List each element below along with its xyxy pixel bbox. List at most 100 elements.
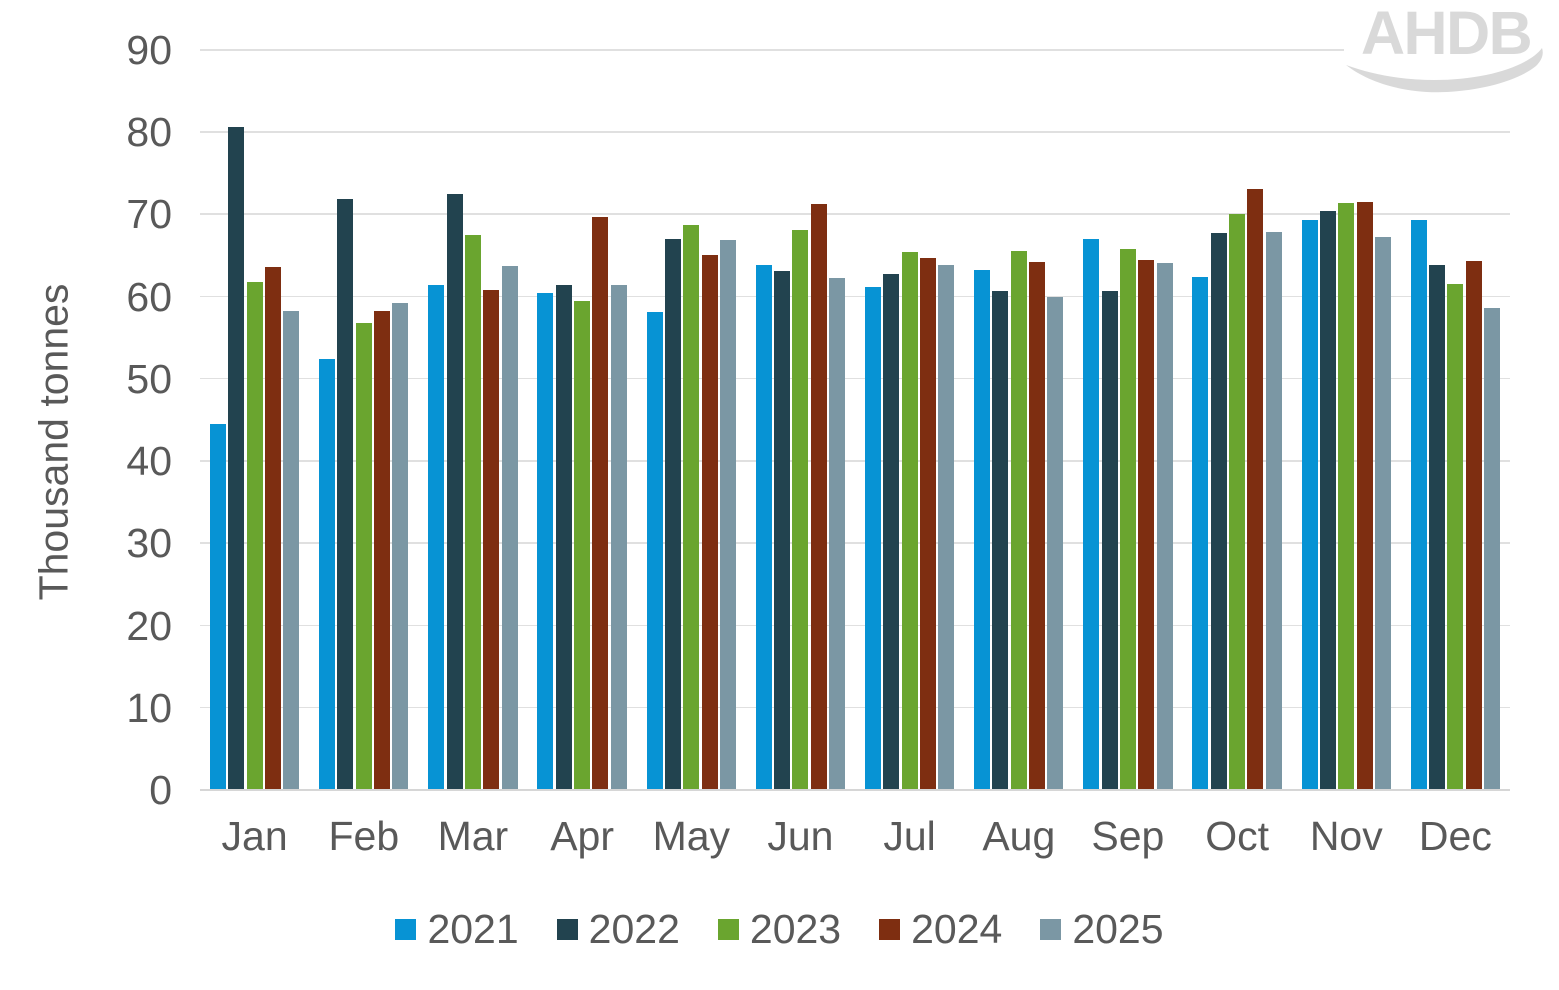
y-tick-label-70: 70	[126, 191, 172, 238]
bar-2021-Jun	[755, 265, 772, 790]
bar-2023-May	[683, 225, 700, 790]
bar-2024-Aug	[1029, 262, 1046, 790]
y-tick-label-60: 60	[126, 273, 172, 320]
y-tick-label-20: 20	[126, 602, 172, 649]
y-gridline-20	[200, 624, 1510, 627]
legend-label-2021: 2021	[427, 906, 519, 952]
bar-2021-Jul	[864, 286, 881, 790]
bar-2023-Nov	[1338, 202, 1355, 790]
legend-swatch-2025	[1040, 918, 1062, 940]
legend-label-2025: 2025	[1072, 906, 1164, 952]
y-tick-label-30: 30	[126, 520, 172, 567]
bar-2025-Jun	[829, 277, 846, 790]
bar-2023-Mar	[464, 235, 481, 790]
legend-item-2021: 2021	[395, 906, 519, 952]
x-axis-label-May: May	[652, 813, 731, 859]
bar-2025-Nov	[1374, 236, 1391, 790]
ahdb-logo-swoosh	[1346, 48, 1543, 93]
bar-2021-Aug	[974, 270, 991, 790]
legend-item-2024: 2024	[879, 907, 1002, 951]
bar-2023-Aug	[1010, 250, 1027, 790]
y-gridline-90	[200, 49, 1510, 51]
bar-2025-Jul	[938, 264, 955, 790]
bar-2021-Dec	[1410, 220, 1427, 790]
legend-swatch-2023	[717, 918, 739, 940]
x-axis-label-Feb: Feb	[328, 813, 400, 859]
legend-item-2022: 2022	[556, 906, 680, 952]
bar-2022-Dec	[1429, 265, 1446, 790]
bar-2025-Feb	[392, 303, 409, 790]
bar-2025-Jan	[283, 310, 300, 790]
bar-2022-Aug	[992, 290, 1009, 790]
x-axis-label-Jul: Jul	[883, 813, 936, 859]
bar-2022-Apr	[555, 285, 572, 790]
bar-2022-Nov	[1319, 211, 1336, 790]
x-axis-label-Sep: Sep	[1091, 813, 1165, 859]
legend-swatch-2024	[879, 918, 901, 940]
x-axis-label-Oct: Oct	[1205, 813, 1269, 859]
legend-label-2022: 2022	[588, 906, 680, 952]
bar-2025-Mar	[501, 266, 518, 790]
bar-2023-Sep	[1119, 249, 1136, 790]
bar-2025-May	[719, 239, 736, 790]
x-axis-label-Dec: Dec	[1418, 813, 1492, 859]
bar-2022-Mar	[446, 193, 463, 790]
x-axis-label-Apr: Apr	[550, 813, 614, 859]
x-axis-label-Mar: Mar	[437, 813, 509, 859]
legend-item-2025: 2025	[1040, 906, 1164, 952]
y-tick-label-80: 80	[126, 109, 172, 156]
y-gridline-70	[200, 213, 1510, 215]
x-axis-line	[200, 789, 1510, 791]
y-tick-label-50: 50	[126, 355, 172, 402]
ahdb-logo-text: AHDB	[1361, 2, 1531, 67]
bar-2022-Feb	[337, 198, 354, 790]
legend-label-2023: 2023	[749, 906, 842, 952]
y-gridline-80	[200, 131, 1510, 133]
bar-2021-Nov	[1301, 220, 1318, 790]
bar-2024-Sep	[1138, 259, 1155, 790]
y-tick-label-10: 10	[126, 684, 172, 731]
bar-2023-Oct	[1229, 213, 1246, 790]
bar-2021-Apr	[537, 292, 554, 790]
chart-legend: 2021 2022 2023 2024 2025	[0, 903, 1559, 955]
bar-2022-Sep	[1101, 290, 1118, 790]
bar-2025-Oct	[1265, 231, 1282, 790]
bar-2023-Jun	[792, 230, 809, 790]
y-gridline-60	[200, 295, 1510, 298]
bar-2025-Dec	[1484, 308, 1501, 790]
x-axis-label-Jun: Jun	[767, 813, 834, 859]
bar-2021-Feb	[319, 359, 336, 790]
y-gridline-30	[200, 542, 1510, 544]
bar-2024-Apr	[592, 216, 609, 790]
bar-2022-Jun	[774, 271, 791, 790]
y-gridline-10	[200, 706, 1510, 709]
bar-2021-Mar	[428, 285, 445, 790]
x-axis-label-Aug: Aug	[982, 813, 1056, 859]
bar-2025-Aug	[1047, 296, 1064, 790]
y-gridline-50	[200, 377, 1510, 380]
bar-2021-Jan	[209, 424, 226, 790]
y-tick-label-90: 90	[126, 27, 172, 73]
bar-2024-Dec	[1465, 260, 1482, 790]
bar-2022-Jan	[228, 127, 245, 790]
bar-2023-Jan	[246, 281, 263, 790]
legend-item-2023: 2023	[717, 906, 842, 952]
bar-2025-Apr	[610, 285, 627, 790]
bar-2022-Jul	[883, 273, 900, 790]
bar-2024-Jun	[810, 203, 827, 790]
bar-2023-Dec	[1447, 283, 1464, 790]
bar-2024-Jan	[264, 267, 281, 790]
bar-2022-Oct	[1210, 233, 1227, 790]
bar-2022-May	[664, 239, 681, 790]
legend-label-2024: 2024	[911, 906, 1003, 952]
legend-swatch-2021	[395, 918, 417, 940]
bar-2021-May	[646, 311, 663, 790]
bar-2024-Oct	[1247, 189, 1264, 790]
bar-2023-Apr	[574, 300, 591, 790]
bar-2021-Sep	[1083, 239, 1100, 790]
legend-swatch-2022	[556, 918, 578, 940]
y-tick-label-40: 40	[126, 438, 172, 485]
y-gridline-40	[200, 460, 1510, 462]
bar-2023-Feb	[355, 323, 372, 790]
